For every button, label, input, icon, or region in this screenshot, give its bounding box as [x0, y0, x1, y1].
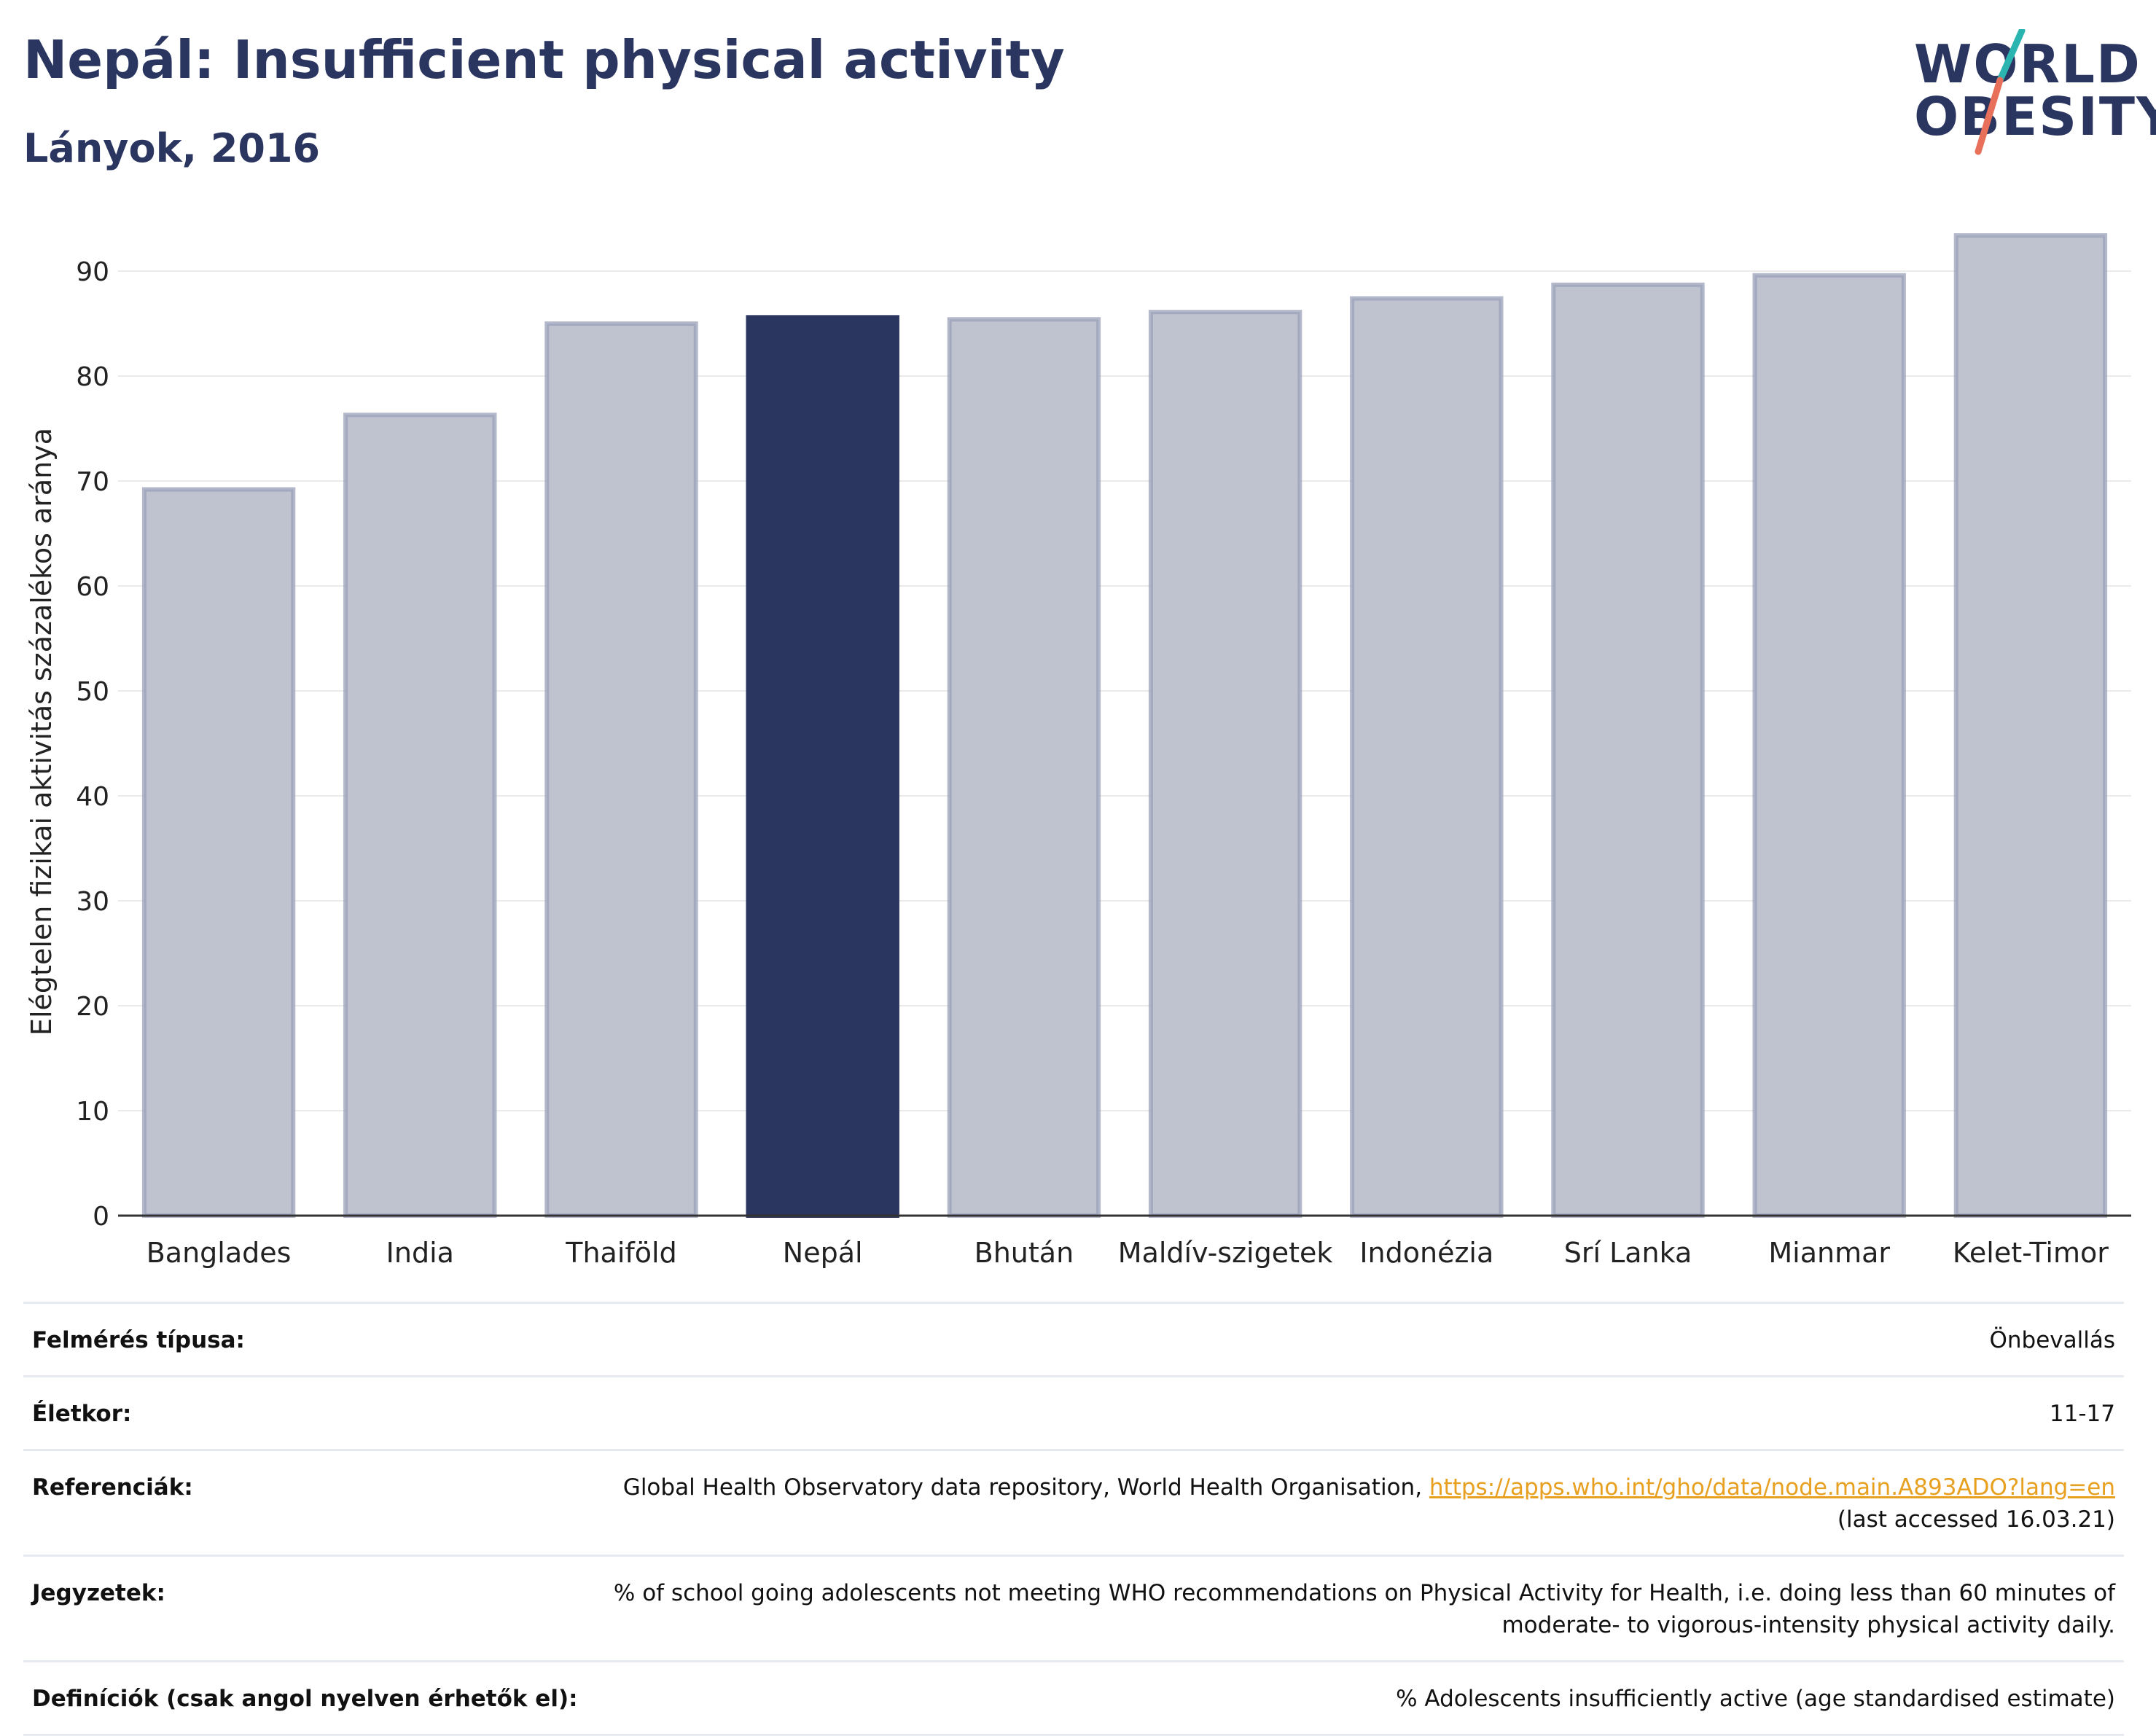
x-tick-label: Srí Lanka: [1564, 1237, 1692, 1269]
info-label: Referenciák:: [32, 1474, 193, 1501]
y-tick-label: 80: [76, 362, 109, 392]
bar-thaiföld: [544, 321, 698, 1218]
info-row-notes: Jegyzetek: % of school going adolescents…: [23, 1555, 2124, 1660]
bar-srí-lanka: [1551, 282, 1705, 1219]
info-label: Definíciók (csak angol nyelven érhetők e…: [32, 1686, 578, 1712]
info-row-references: Referenciák: Global Health Observatory d…: [23, 1449, 2124, 1555]
reference-accessed: (last accessed 16.03.21): [1837, 1506, 2115, 1533]
world-obesity-logo: WORLD OBESITY: [1899, 29, 2156, 160]
x-tick-label: Thaiföld: [565, 1237, 676, 1269]
y-tick-label: 60: [76, 572, 109, 602]
y-axis-ticks: 0 10 20 30 40 50 60 70 80 90: [76, 257, 109, 1232]
logo-slash-icon: [1975, 29, 2026, 155]
bar-chart: 0 10 20 30 40 50 60 70 80 90 Banglades India Thaifö…: [26, 233, 2131, 1269]
info-value: % Adolescents insufficiently active (age…: [1396, 1686, 2115, 1712]
y-tick-label: 20: [76, 992, 109, 1022]
y-tick-label: 10: [76, 1097, 109, 1127]
x-tick-label: Mianmar: [1768, 1237, 1890, 1269]
bar-bhután: [947, 317, 1101, 1218]
reference-text: Global Health Observatory data repositor…: [622, 1474, 1429, 1501]
info-label: Jegyzetek:: [32, 1580, 165, 1606]
info-label: Életkor:: [32, 1401, 132, 1427]
bar-kelet-timor: [1953, 233, 2108, 1218]
y-tick-label: 30: [76, 887, 109, 917]
bar-nepál: [746, 315, 899, 1218]
info-row-age: Életkor: 11-17: [23, 1375, 2124, 1449]
x-tick-label: Bhután: [975, 1237, 1074, 1269]
info-value: 11-17: [2049, 1401, 2115, 1427]
bar-maldív-szigetek: [1148, 310, 1302, 1218]
y-axis-label: Elégtelen fizikai aktivitás százalékos a…: [26, 428, 58, 1036]
y-tick-label: 50: [76, 677, 109, 707]
y-tick-label: 90: [76, 257, 109, 287]
logo-text-obesity: OBESITY: [1914, 86, 2156, 147]
y-tick-label: 70: [76, 467, 109, 497]
x-tick-label: Maldív-szigetek: [1118, 1237, 1333, 1269]
bar-mianmar: [1752, 273, 1906, 1218]
bar-indonézia: [1350, 296, 1504, 1219]
x-tick-label: India: [386, 1237, 454, 1269]
logo-text-world: WORLD: [1914, 34, 2141, 95]
info-value: Global Health Observatory data repositor…: [623, 1471, 2115, 1536]
reference-link[interactable]: https://apps.who.int/gho/data/node.main.…: [1429, 1474, 2115, 1501]
info-value: Önbevallás: [1989, 1327, 2115, 1353]
info-value: % of school going adolescents not meetin…: [613, 1580, 2115, 1638]
info-table: Felmérés típusa: Önbevallás Életkor: 11-…: [23, 1302, 2124, 1736]
x-tick-label: Kelet-Timor: [1953, 1237, 2109, 1269]
x-tick-label: Indonézia: [1359, 1237, 1493, 1269]
page-title: Nepál: Insufficient physical activity: [23, 29, 1065, 90]
info-row-definitions: Definíciók (csak angol nyelven érhetők e…: [23, 1660, 2124, 1736]
y-tick-label: 0: [93, 1202, 109, 1232]
x-tick-label: Nepál: [783, 1237, 863, 1269]
info-label: Felmérés típusa:: [32, 1327, 245, 1353]
x-axis-labels: Banglades India Thaiföld Nepál Bhután Maldív-…: [147, 1237, 2109, 1269]
chart-bars: [141, 233, 2108, 1219]
bar-banglades: [141, 487, 296, 1218]
info-row-survey-type: Felmérés típusa: Önbevallás: [23, 1302, 2124, 1375]
x-tick-label: Banglades: [147, 1237, 292, 1269]
page-subtitle: Lányok, 2016: [23, 125, 321, 171]
bar-india: [343, 413, 497, 1218]
y-tick-label: 40: [76, 782, 109, 812]
